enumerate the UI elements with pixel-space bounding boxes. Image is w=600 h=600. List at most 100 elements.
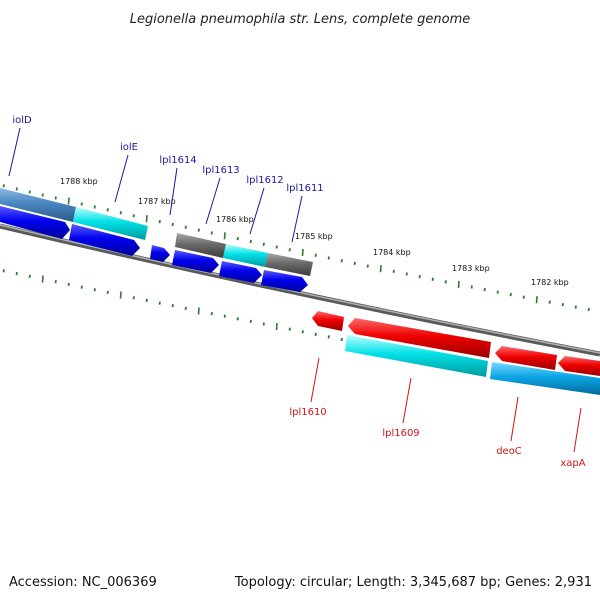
tick-upper-19	[249, 239, 252, 244]
tick-upper-10	[132, 214, 135, 218]
leader-xapA	[573, 407, 582, 453]
tick-upper-24	[314, 253, 317, 257]
gene-arrow-2[interactable]	[69, 224, 140, 256]
gene-lpl1614-outer[interactable]	[175, 233, 226, 258]
tick-upper-18	[236, 237, 239, 241]
label-xapA: xapA	[560, 458, 585, 469]
gene-sky-right[interactable]	[490, 362, 600, 395]
label-lpl1609: lpl1609	[382, 428, 419, 439]
tick-upper-13	[171, 222, 174, 227]
tick-upper-4	[54, 196, 57, 200]
upper-outer-genes	[0, 188, 313, 276]
scale-label-1787: 1787 kbp	[138, 197, 176, 206]
gene-arrow-5[interactable]	[219, 261, 262, 283]
tick-upper-9	[119, 211, 122, 215]
tick-upper-7	[93, 205, 96, 209]
gene-lpl1610[interactable]	[312, 311, 344, 331]
gene-arrow-1[interactable]	[0, 206, 70, 239]
tick-upper-37	[483, 287, 486, 292]
tick-upper-40	[522, 295, 525, 299]
scale-label-1785: 1785 kbp	[295, 232, 333, 241]
tick-upper-35	[457, 280, 460, 288]
tick-lower-20	[262, 322, 265, 326]
label-lpl1610: lpl1610	[289, 407, 326, 418]
tick-lower-14	[184, 306, 187, 311]
tick-upper-44	[574, 305, 577, 309]
gene-lpl1611[interactable]	[265, 253, 313, 276]
tick-upper-34	[444, 280, 447, 284]
tick-upper-8	[106, 208, 109, 212]
gene-arrow-6[interactable]	[261, 270, 308, 292]
upper-inner-genes	[0, 206, 308, 292]
tick-lower-4	[54, 280, 57, 284]
tick-upper-36	[470, 285, 473, 289]
tick-upper-3	[41, 193, 44, 197]
gene-deoC[interactable]	[495, 346, 557, 370]
genome-backbone	[0, 223, 600, 357]
leader-deoC	[510, 396, 519, 442]
accession-text: Accession: NC_006369	[9, 575, 157, 590]
gene-lpl1609[interactable]	[345, 335, 488, 377]
tick-lower-7	[93, 288, 96, 292]
tick-lower-12	[158, 301, 161, 305]
tick-upper-23	[301, 248, 304, 257]
tick-upper-0	[2, 184, 5, 188]
tick-lower-3	[41, 275, 44, 283]
tick-lower-23	[301, 330, 304, 334]
tick-upper-38	[496, 290, 499, 294]
tick-upper-41	[535, 296, 538, 304]
label-lpl1614: lpl1614	[159, 155, 196, 166]
gene-lpl1612[interactable]	[223, 244, 268, 267]
tick-lower-0	[2, 269, 5, 273]
tick-upper-12	[158, 219, 161, 224]
tick-upper-6	[80, 202, 83, 206]
tick-lower-26	[340, 337, 343, 342]
lower-genes	[312, 311, 600, 395]
tick-upper-17	[223, 232, 226, 240]
scale-label-1784: 1784 kbp	[373, 248, 411, 257]
tick-upper-42	[548, 300, 551, 304]
gene-lpl1609-upper[interactable]	[348, 318, 491, 358]
gene-iolE[interactable]	[73, 207, 148, 240]
tick-upper-2	[28, 190, 31, 194]
gene-labels-upper: iolD iolE lpl1614 lpl1613 lpl1612 lpl161…	[12, 115, 323, 194]
tick-upper-15	[197, 228, 200, 232]
label-deoC: deoC	[496, 446, 522, 457]
tick-lower-13	[171, 304, 174, 308]
gene-xapA[interactable]	[558, 356, 600, 376]
tick-upper-39	[509, 292, 512, 297]
genome-backbone-highlight	[0, 224, 600, 354]
tick-upper-1	[15, 187, 18, 191]
label-lpl1611: lpl1611	[286, 183, 323, 194]
tick-upper-31	[405, 272, 408, 276]
tick-lower-21	[275, 323, 278, 331]
leader-iolD	[8, 127, 21, 177]
tick-upper-21	[275, 245, 278, 249]
tick-lower-15	[197, 307, 200, 315]
scale-label-1786: 1786 kbp	[216, 215, 254, 224]
tick-lower-8	[106, 290, 109, 295]
label-lpl1613: lpl1613	[202, 165, 239, 176]
tick-lower-22	[288, 327, 291, 331]
leader-lpl1611	[291, 195, 303, 243]
tick-lower-18	[236, 317, 239, 321]
gene-lpl1613[interactable]	[172, 250, 219, 273]
tick-lower-11	[145, 298, 148, 303]
tick-lower-6	[80, 285, 83, 289]
tick-upper-25	[327, 256, 330, 260]
scale-label-1788: 1788 kbp	[60, 177, 98, 186]
tick-lower-19	[249, 319, 252, 324]
tick-upper-45	[587, 307, 590, 312]
tick-upper-22	[288, 248, 291, 252]
gene-iolD[interactable]	[0, 188, 76, 222]
label-lpl1612: lpl1612	[246, 175, 283, 186]
scale-label-1783: 1783 kbp	[452, 264, 490, 273]
map-title: Legionella pneumophila str. Lens, comple…	[130, 12, 471, 27]
leader-lpl1609	[402, 377, 412, 424]
tick-lower-2	[28, 274, 31, 278]
tick-lower-10	[132, 296, 135, 300]
gene-arrow-3[interactable]	[150, 245, 170, 262]
tick-upper-5	[67, 197, 70, 205]
tick-upper-43	[561, 302, 564, 307]
